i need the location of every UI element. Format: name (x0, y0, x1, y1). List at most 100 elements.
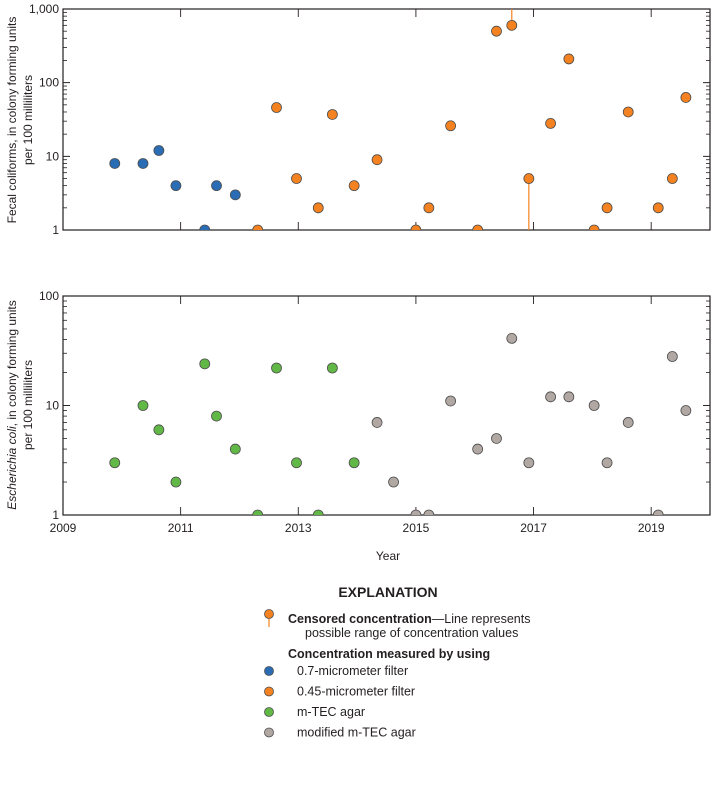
ecoli-y-axis-title-line2: per 100 milliliters (21, 360, 35, 450)
data-point (472, 443, 484, 455)
legend-censored-text-line2: possible range of concentration values (305, 626, 518, 640)
data-point (371, 154, 383, 166)
ecoli-panel: 1 10 100 2009 2011 2013 2015 2017 2019 Escherich… (5, 289, 711, 563)
data-point (291, 457, 302, 469)
legend-item-label: 0.45-micrometer filter (297, 685, 415, 699)
data-point (199, 224, 211, 230)
data-point (410, 224, 422, 230)
data-point (666, 173, 678, 184)
fecal-y-axis-title-line1: Fecal coliforms, in colony forming units (5, 17, 19, 224)
ecoli-axes: 1 10 100 2009 2011 2013 2015 2017 2019 (39, 289, 711, 535)
data-point (271, 102, 282, 113)
data-point (491, 25, 502, 37)
censored-data-point (506, 19, 518, 31)
data-point (588, 224, 600, 230)
points-layer (109, 333, 692, 515)
data-point (271, 362, 282, 374)
ecoli-points (109, 333, 692, 515)
data-point (491, 433, 502, 444)
data-point (211, 180, 222, 192)
legend-censored-bold: Censored concentration (288, 612, 432, 626)
data-point (229, 443, 241, 455)
data-point (588, 400, 600, 411)
data-point (545, 117, 557, 129)
x-tick-label: 2011 (168, 521, 194, 535)
data-point (137, 400, 149, 411)
legend-marker-icon (264, 727, 274, 738)
data-point (153, 424, 165, 436)
data-point (291, 173, 302, 184)
data-point (601, 202, 613, 214)
data-point (326, 362, 338, 374)
data-point (652, 202, 664, 214)
data-point (211, 410, 222, 422)
data-point (229, 189, 241, 201)
data-point (348, 457, 360, 469)
data-point (326, 109, 338, 120)
data-point (622, 417, 634, 428)
legend-marker-icon (264, 686, 274, 697)
data-point (652, 509, 664, 515)
legend-item-label: modified m-TEC agar (297, 726, 416, 740)
data-point (371, 417, 383, 428)
data-point (312, 509, 324, 515)
data-point (445, 120, 457, 132)
data-point (348, 180, 360, 192)
data-point (601, 457, 613, 469)
y-tick-label: 100 (39, 76, 59, 90)
legend: EXPLANATION Censored concentration—Line … (264, 584, 530, 740)
data-point (563, 391, 575, 403)
fecal-coliform-panel: 1 10 100 1,000 Fecal coliforms, in colony f… (5, 2, 711, 237)
x-tick-label: 2013 (285, 521, 312, 535)
data-point (445, 395, 457, 407)
data-point (545, 391, 557, 403)
data-point (666, 351, 678, 362)
data-point (153, 145, 165, 156)
plot-frame (62, 8, 711, 231)
legend-marker-icon (264, 666, 274, 676)
points-layer (109, 9, 692, 230)
legend-items: 0.7-micrometer filter 0.45-micrometer fil… (264, 664, 416, 740)
fecal-y-axis-title-line2: per 100 milliliters (21, 75, 35, 165)
data-point (680, 92, 692, 103)
y-tick-label: 1 (52, 508, 59, 522)
x-tick-label: 2019 (638, 521, 665, 535)
y-tick-label: 1 (52, 223, 59, 237)
legend-group-heading: Concentration measured by using (288, 647, 490, 661)
ecoli-y-axis-title-rest: , in colony forming units (5, 300, 19, 426)
ecoli-y-axis-title-italic: Escherichia coli (5, 426, 19, 510)
data-point (109, 457, 121, 469)
fecal-points (109, 9, 692, 230)
data-point (523, 457, 535, 469)
legend-censored-text: Censored concentration—Line represents (288, 612, 530, 626)
data-point (410, 509, 422, 515)
data-point (472, 224, 484, 230)
data-point (252, 224, 264, 230)
x-tick-label: 2017 (520, 521, 547, 535)
data-point (563, 53, 575, 65)
y-tick-label: 10 (46, 149, 60, 163)
data-point (423, 509, 435, 515)
data-point (680, 405, 692, 416)
data-point (199, 358, 211, 370)
data-point (252, 509, 264, 515)
legend-censored-marker-icon (264, 609, 274, 619)
x-axis-title: Year (376, 549, 400, 563)
data-point (170, 180, 182, 192)
legend-item-label: m-TEC agar (297, 705, 365, 719)
data-point (506, 333, 518, 344)
y-tick-label: 100 (39, 289, 59, 303)
fecal-axes: 1 10 100 1,000 (29, 2, 711, 237)
y-tick-label: 1,000 (29, 2, 59, 16)
censored-data-point (523, 173, 535, 184)
data-point (170, 476, 182, 488)
data-point (388, 476, 399, 488)
legend-censored-rest: —Line represents (432, 612, 531, 626)
legend-title: EXPLANATION (338, 584, 437, 600)
data-point (109, 158, 121, 169)
ecoli-y-axis-title-line1: Escherichia coli, in colony forming unit… (5, 300, 19, 509)
data-point (622, 106, 634, 118)
plot-frame (62, 295, 711, 516)
data-point (137, 158, 149, 169)
